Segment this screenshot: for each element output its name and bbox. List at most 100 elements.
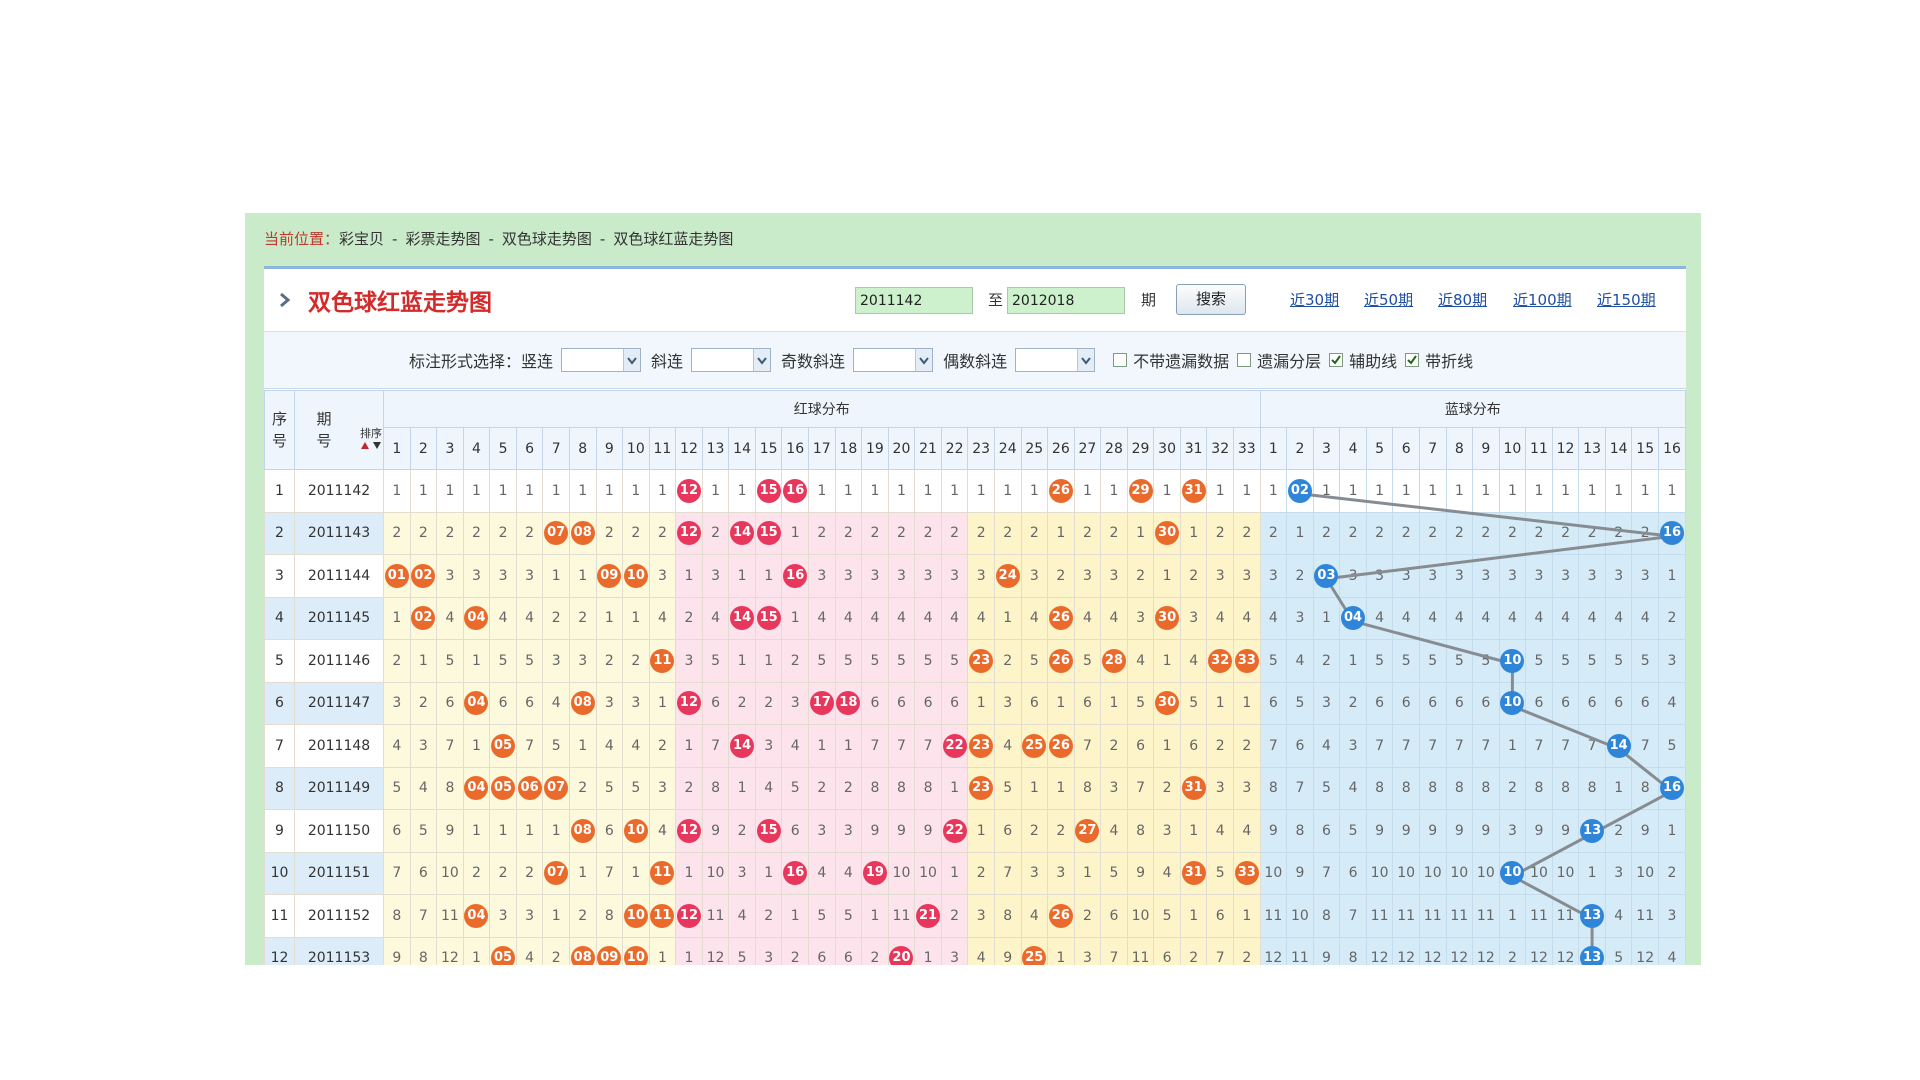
checkbox-option[interactable]: 带折线 (1405, 348, 1473, 372)
checkbox-option[interactable]: 辅助线 (1329, 348, 1397, 372)
blue-omission-cell: 5 (1472, 639, 1500, 683)
red-omission-cell: 1 (515, 469, 544, 513)
red-omission-cell: 1 (542, 554, 570, 598)
blue-omission-cell: 3 (1312, 681, 1341, 725)
red-omission-cell: 1 (542, 469, 570, 513)
blue-omission-cell: 1 (1498, 724, 1527, 768)
red-omission-cell: 1 (542, 809, 570, 853)
breadcrumb-link[interactable]: 彩票走势图 (405, 230, 481, 248)
blue-omission-cell: 12 (1551, 936, 1580, 965)
blue-omission-cell: 2 (1498, 766, 1527, 810)
red-hit-cell: 06 (515, 766, 544, 810)
red-omission-cell: 5 (861, 639, 889, 683)
blue-omission-cell: 4 (1392, 596, 1420, 640)
blue-ball: 16 (1660, 521, 1684, 546)
blue-ball: 04 (1341, 606, 1366, 631)
red-omission-cell: 1 (1047, 936, 1075, 965)
red-omission-cell: 6 (940, 681, 969, 725)
red-omission-cell: 1 (568, 469, 597, 513)
red-ball: 25 (1022, 733, 1047, 758)
red-omission-cell: 4 (1100, 596, 1128, 640)
select-label: 竖连 (521, 352, 554, 371)
seq-header: 序号 (264, 390, 295, 470)
red-omission-cell: 1 (462, 936, 491, 965)
blue-omission-cell: 2 (1286, 554, 1314, 598)
dropdown-arrow (1077, 349, 1095, 371)
checkbox-label: 遗漏分层 (1257, 352, 1322, 371)
red-omission-cell: 5 (409, 809, 438, 853)
blue-omission-cell: 10 (1551, 851, 1580, 895)
red-omission-cell: 7 (1126, 766, 1155, 810)
red-omission-cell: 6 (383, 809, 411, 853)
red-omission-cell: 3 (1126, 596, 1155, 640)
blue-omission-cell: 7 (1525, 724, 1553, 768)
blue-column-header: 13 (1578, 427, 1606, 470)
red-hit-cell: 10 (622, 809, 650, 853)
blue-ball: 13 (1580, 903, 1605, 928)
red-hit-cell: 29 (1126, 469, 1155, 513)
search-button[interactable]: 搜索 (1176, 284, 1246, 315)
range-link[interactable]: 近80期 (1438, 291, 1488, 309)
blue-omission-cell: 5 (1286, 681, 1314, 725)
red-omission-cell: 8 (861, 766, 889, 810)
red-omission-cell: 1 (914, 469, 942, 513)
blue-ball: 14 (1606, 733, 1631, 758)
red-omission-cell: 2 (462, 511, 491, 555)
range-link[interactable]: 近100期 (1513, 291, 1572, 309)
blue-omission-cell: 4 (1578, 596, 1606, 640)
red-omission-cell: 7 (861, 724, 889, 768)
red-zone-header: 红球分布 (383, 390, 1261, 428)
checkbox (1405, 353, 1420, 367)
red-hit-cell: 24 (993, 554, 1022, 598)
dropdown[interactable] (691, 348, 772, 372)
blue-omission-cell: 11 (1392, 894, 1420, 938)
red-column-header: 12 (675, 427, 703, 470)
end-issue-input[interactable]: 2012018 (1007, 287, 1125, 314)
checkbox-label: 不带遗漏数据 (1133, 352, 1230, 371)
breadcrumb-link[interactable]: 彩宝贝 (339, 230, 385, 248)
red-hit-cell: 15 (754, 469, 783, 513)
red-ball: 08 (570, 521, 595, 546)
blue-omission-cell: 4 (1658, 936, 1686, 965)
dropdown-arrow (753, 349, 771, 371)
start-issue-input[interactable]: 2011142 (855, 287, 973, 314)
red-hit-cell: 17 (808, 681, 836, 725)
dropdown[interactable] (1015, 348, 1096, 372)
blue-omission-cell: 6 (1631, 681, 1659, 725)
issue-cell: 2011149 (294, 766, 384, 810)
blue-omission-cell: 3 (1578, 554, 1606, 598)
red-hit-cell: 30 (1153, 511, 1181, 555)
checkbox-option[interactable]: 遗漏分层 (1237, 348, 1321, 372)
red-omission-cell: 2 (648, 724, 677, 768)
red-omission-cell: 1 (1047, 681, 1075, 725)
red-omission-cell: 2 (887, 511, 916, 555)
red-omission-cell: 6 (887, 681, 916, 725)
blue-omission-cell: 1 (1498, 469, 1527, 513)
dropdown[interactable] (853, 348, 934, 372)
red-ball: 26 (1048, 606, 1073, 631)
red-column-header: 32 (1206, 427, 1234, 470)
red-hit-cell: 04 (462, 766, 491, 810)
red-ball: 31 (1181, 478, 1206, 503)
range-link[interactable]: 近50期 (1364, 291, 1414, 309)
red-hit-cell: 25 (1020, 936, 1049, 965)
red-omission-cell: 4 (622, 724, 650, 768)
dropdown[interactable] (561, 348, 642, 372)
blue-ball: 13 (1580, 818, 1605, 843)
blue-omission-cell: 4 (1498, 596, 1527, 640)
seq-cell: 11 (264, 894, 295, 938)
red-omission-cell: 1 (914, 936, 942, 965)
range-link[interactable]: 近30期 (1290, 291, 1340, 309)
red-omission-cell: 5 (728, 936, 756, 965)
issue-cell: 2011150 (294, 809, 384, 853)
checkbox-option[interactable]: 不带遗漏数据 (1113, 348, 1229, 372)
red-ball: 26 (1048, 478, 1073, 503)
range-link[interactable]: 近150期 (1597, 291, 1656, 309)
red-omission-cell: 1 (754, 851, 783, 895)
breadcrumb-link[interactable]: 双色球走势图 (501, 230, 592, 248)
table-body: 1 2011142 1 1 1 1 1 1 1 1 1 1 1 12 1 1 15 16 1 1 1 1 1 1 1 1 1 26 1 1… (264, 469, 1686, 965)
sort-control[interactable]: 排序 (359, 428, 383, 450)
blue-omission-cell: 11 (1631, 894, 1659, 938)
blue-omission-cell: 1 (1286, 511, 1314, 555)
red-omission-cell: 4 (808, 596, 836, 640)
